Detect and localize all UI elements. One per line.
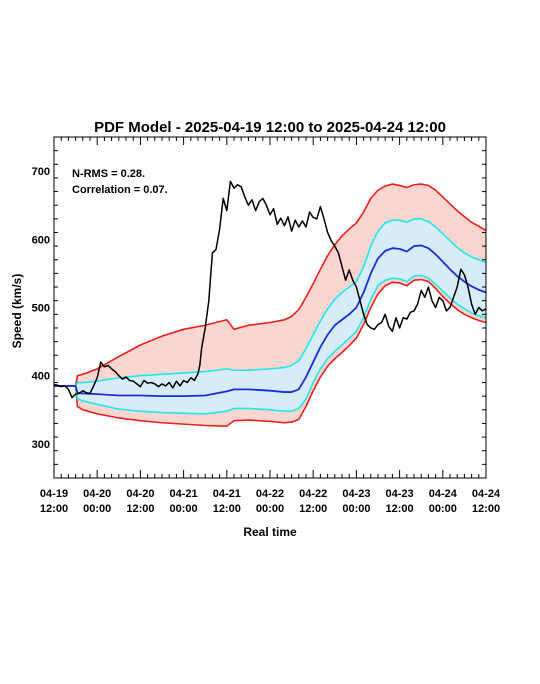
- observed-line: [53, 180, 487, 399]
- x-tick-label-time: 00:00: [83, 503, 111, 515]
- x-tick-label-time: 12:00: [213, 503, 241, 515]
- plot-area: 300 400 500 600 700 04-19 12:00 04-20 00:00 04-20…: [32, 136, 501, 515]
- y-tick-label: 700: [32, 166, 50, 178]
- x-tick-label-time: 12:00: [472, 503, 500, 515]
- y-tick-label: 600: [32, 234, 50, 246]
- y-axis-label: Speed (km/s): [10, 274, 24, 349]
- x-tick-label-date: 04-20: [83, 488, 111, 500]
- y-tick-label: 300: [32, 439, 50, 451]
- x-tick-label-time: 12:00: [299, 503, 327, 515]
- x-tick-label-date: 04-19: [40, 488, 68, 500]
- x-tick-label-time: 00:00: [170, 503, 198, 515]
- x-tick-label-time: 00:00: [429, 503, 457, 515]
- x-tick-label-time: 12:00: [386, 503, 414, 515]
- x-tick-label-date: 04-23: [342, 488, 370, 500]
- y-tick-label: 400: [32, 371, 50, 383]
- chart-title: PDF Model - 2025-04-19 12:00 to 2025-04-…: [94, 119, 446, 136]
- x-tick-label-date: 04-20: [126, 488, 154, 500]
- x-axis-label: Real time: [243, 525, 297, 539]
- x-tick-label-date: 04-22: [299, 488, 327, 500]
- x-tick-label-date: 04-21: [170, 488, 198, 500]
- inner-band-fill: [54, 218, 486, 414]
- x-tick-label-time: 12:00: [126, 503, 154, 515]
- annotation-nrms: N-RMS = 0.28.: [72, 168, 145, 180]
- x-tick-label-time: 00:00: [256, 503, 284, 515]
- x-tick-label-date: 04-24: [429, 488, 458, 500]
- x-tick-label-time: 12:00: [40, 503, 68, 515]
- inner-upper-line: [54, 218, 487, 387]
- x-tick-label-date: 04-22: [256, 488, 284, 500]
- annotation-correlation: Correlation = 0.07.: [72, 184, 168, 196]
- outer-lower-line: [54, 278, 487, 427]
- x-tick-label-date: 04-24: [472, 488, 501, 500]
- y-tick-label: 500: [32, 303, 50, 315]
- x-tick-label-date: 04-23: [386, 488, 414, 500]
- x-tick-label-time: 00:00: [342, 503, 370, 515]
- median-line: [54, 244, 487, 398]
- x-tick-label-date: 04-21: [213, 488, 241, 500]
- inner-lower-line: [54, 274, 487, 415]
